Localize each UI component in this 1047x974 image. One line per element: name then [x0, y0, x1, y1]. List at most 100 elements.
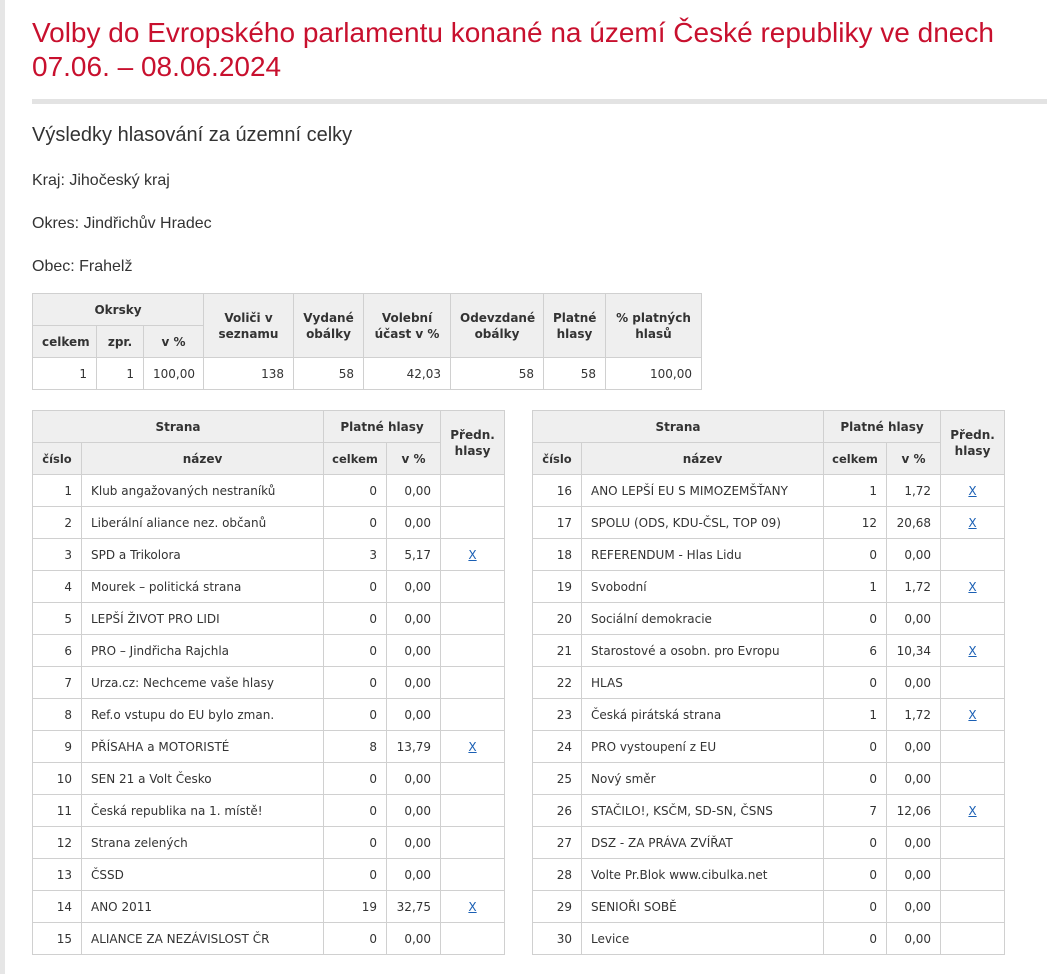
platne: 58 — [543, 357, 606, 390]
party-number: 30 — [532, 922, 582, 955]
party-votes: 6 — [823, 634, 888, 667]
party-pct: 5,17 — [386, 538, 442, 571]
party-number: 3 — [32, 538, 82, 571]
party-row: 25 Nový směr 0 0,00 — [532, 762, 1006, 795]
preferential-votes-link[interactable]: X — [468, 739, 477, 754]
party-pct: 0,00 — [886, 730, 942, 763]
party-name: ANO LEPŠÍ EU S MIMOZEMŠŤANY — [580, 474, 825, 507]
header-ucast: Volební účast v % — [363, 293, 451, 358]
party-number: 5 — [32, 602, 82, 635]
party-row: 30 Levice 0 0,00 — [532, 922, 1006, 955]
party-number: 28 — [532, 858, 582, 891]
preferential-votes-link[interactable]: X — [968, 643, 977, 658]
party-name: Nový směr — [580, 762, 825, 795]
pct-platnych: 100,00 — [605, 357, 702, 390]
party-number: 11 — [32, 794, 82, 827]
header-cislo: číslo — [532, 442, 582, 475]
party-name: REFERENDUM - Hlas Lidu — [580, 538, 825, 571]
party-name: Klub angažovaných nestraníků — [80, 474, 325, 507]
preferential-votes-link[interactable]: X — [468, 899, 477, 914]
header-predn-hlasy: Předn. hlasy — [440, 410, 506, 475]
header-zpr: zpr. — [96, 325, 144, 358]
party-name: SPOLU (ODS, KDU-ČSL, TOP 09) — [580, 506, 825, 539]
party-name: Svobodní — [580, 570, 825, 603]
party-number: 9 — [32, 730, 82, 763]
party-number: 18 — [532, 538, 582, 571]
party-row: 4 Mourek – politická strana 0 0,00 — [32, 570, 506, 603]
party-row: 21 Starostové a osobn. pro Evropu 6 10,34 X — [532, 634, 1006, 667]
party-pct: 1,72 — [886, 570, 942, 603]
party-votes: 0 — [823, 858, 888, 891]
header-platne: Platné hlasy — [543, 293, 606, 358]
preferential-votes-cell — [440, 666, 506, 699]
preferential-votes-cell: X — [940, 474, 1006, 507]
party-number: 6 — [32, 634, 82, 667]
party-name: ALIANCE ZA NEZÁVISLOST ČR — [80, 922, 325, 955]
preferential-votes-cell: X — [440, 538, 506, 571]
preferential-votes-link[interactable]: X — [468, 547, 477, 562]
party-votes: 7 — [823, 794, 888, 827]
party-votes: 12 — [823, 506, 888, 539]
okrsky-v-pct: 100,00 — [143, 357, 204, 390]
party-name: ČSSD — [80, 858, 325, 891]
preferential-votes-link[interactable]: X — [968, 707, 977, 722]
party-pct: 0,00 — [386, 570, 442, 603]
party-number: 27 — [532, 826, 582, 859]
party-number: 14 — [32, 890, 82, 923]
party-row: 9 PŘÍSAHA a MOTORISTÉ 8 13,79 X — [32, 730, 506, 763]
preferential-votes-cell: X — [440, 730, 506, 763]
party-votes: 0 — [323, 570, 388, 603]
parties-table-right: Strana Platné hlasy Předn. hlasy číslo název… — [531, 410, 1006, 955]
party-row: 17 SPOLU (ODS, KDU-ČSL, TOP 09) 12 20,68 X — [532, 506, 1006, 539]
preferential-votes-cell — [940, 538, 1006, 571]
party-pct: 0,00 — [886, 762, 942, 795]
header-nazev: název — [80, 442, 325, 475]
section-title: Výsledky hlasování za územní celky — [32, 124, 353, 146]
preferential-votes-cell: X — [940, 570, 1006, 603]
divider — [32, 99, 1047, 104]
preferential-votes-cell — [940, 762, 1006, 795]
header-celkem: celkem — [323, 442, 388, 475]
header-strana: Strana — [31, 410, 325, 443]
party-row: 27 DSZ - ZA PRÁVA ZVÍŘAT 0 0,00 — [532, 826, 1006, 859]
party-pct: 0,00 — [386, 602, 442, 635]
party-row: 18 REFERENDUM - Hlas Lidu 0 0,00 — [532, 538, 1006, 571]
header-predn-hlasy: Předn. hlasy — [940, 410, 1006, 475]
party-name: LEPŠÍ ŽIVOT PRO LIDI — [80, 602, 325, 635]
party-number: 24 — [532, 730, 582, 763]
party-votes: 0 — [323, 602, 388, 635]
party-pct: 0,00 — [886, 922, 942, 955]
party-row: 16 ANO LEPŠÍ EU S MIMOZEMŠŤANY 1 1,72 X — [532, 474, 1006, 507]
party-row: 29 SENIOŘI SOBĚ 0 0,00 — [532, 890, 1006, 923]
preferential-votes-link[interactable]: X — [968, 515, 977, 530]
party-votes: 1 — [823, 698, 888, 731]
party-pct: 1,72 — [886, 474, 942, 507]
party-number: 10 — [32, 762, 82, 795]
preferential-votes-link[interactable]: X — [968, 579, 977, 594]
party-name: SPD a Trikolora — [80, 538, 325, 571]
party-pct: 0,00 — [386, 634, 442, 667]
party-name: STAČILO!, KSČM, SD-SN, ČSNS — [580, 794, 825, 827]
party-row: 8 Ref.o vstupu do EU bylo zman. 0 0,00 — [32, 698, 506, 731]
header-volici: Voliči v seznamu — [203, 293, 294, 358]
party-row: 5 LEPŠÍ ŽIVOT PRO LIDI 0 0,00 — [32, 602, 506, 635]
party-pct: 1,72 — [886, 698, 942, 731]
party-row: 12 Strana zelených 0 0,00 — [32, 826, 506, 859]
party-number: 26 — [532, 794, 582, 827]
preferential-votes-link[interactable]: X — [968, 483, 977, 498]
preferential-votes-link[interactable]: X — [968, 803, 977, 818]
left-border — [0, 0, 5, 974]
party-number: 17 — [532, 506, 582, 539]
party-row: 3 SPD a Trikolora 3 5,17 X — [32, 538, 506, 571]
party-row: 22 HLAS 0 0,00 — [532, 666, 1006, 699]
preferential-votes-cell: X — [440, 890, 506, 923]
party-name: Liberální aliance nez. občanů — [80, 506, 325, 539]
party-row: 10 SEN 21 a Volt Česko 0 0,00 — [32, 762, 506, 795]
party-votes: 0 — [323, 922, 388, 955]
party-pct: 0,00 — [886, 602, 942, 635]
party-number: 23 — [532, 698, 582, 731]
preferential-votes-cell — [940, 666, 1006, 699]
party-votes: 1 — [823, 570, 888, 603]
party-pct: 13,79 — [386, 730, 442, 763]
party-votes: 19 — [323, 890, 388, 923]
